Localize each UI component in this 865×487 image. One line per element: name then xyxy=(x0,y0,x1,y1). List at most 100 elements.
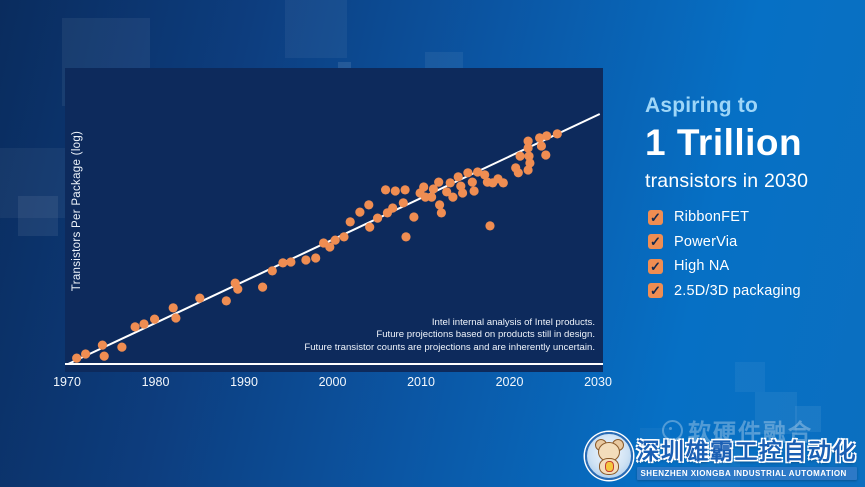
x-tick-label: 1990 xyxy=(230,375,258,389)
data-point xyxy=(409,212,419,222)
technology-checklist: ✓ RibbonFET ✓ PowerVia ✓ High NA ✓ 2.5D/… xyxy=(648,209,801,307)
data-point xyxy=(473,167,483,177)
data-point xyxy=(434,177,444,187)
data-point xyxy=(542,131,552,141)
checklist-item-label: High NA xyxy=(674,258,730,274)
data-point xyxy=(311,253,321,263)
data-point xyxy=(427,192,437,202)
data-point xyxy=(390,186,400,196)
data-point xyxy=(523,165,533,175)
data-point xyxy=(330,235,340,245)
data-point xyxy=(364,200,374,210)
scatter-plot xyxy=(65,113,603,366)
ghost-watermark: 软硬件融合 xyxy=(662,413,813,447)
headline-block: Aspiring to 1 Trillion transistors in 20… xyxy=(645,94,857,193)
checkbox-checked-icon: ✓ xyxy=(648,258,663,274)
x-tick-label: 2000 xyxy=(318,375,347,389)
data-point xyxy=(258,282,268,292)
x-axis-ticks: 1970 1980 1990 2000 2010 2020 2030 xyxy=(53,375,612,391)
data-point xyxy=(221,296,231,306)
data-point xyxy=(339,232,349,242)
headline-eyebrow: Aspiring to xyxy=(645,94,759,117)
data-point xyxy=(117,342,127,352)
data-point xyxy=(442,187,452,197)
ghost-badge-icon xyxy=(662,419,683,441)
data-point xyxy=(435,200,445,210)
data-point xyxy=(458,188,468,198)
data-point xyxy=(381,185,391,195)
company-name-zh: 深圳雄霸工控自动化 xyxy=(636,437,857,464)
data-point xyxy=(535,133,545,143)
headline-subtitle: transistors in 2030 xyxy=(645,170,809,192)
data-point xyxy=(469,186,479,196)
data-point xyxy=(168,303,178,313)
footnote-line: Intel internal analysis of Intel product… xyxy=(431,317,595,328)
data-point xyxy=(286,257,296,267)
checkbox-checked-icon: ✓ xyxy=(648,209,663,225)
data-point xyxy=(541,150,551,160)
checklist-item-label: 2.5D/3D packaging xyxy=(674,282,801,299)
data-point xyxy=(325,242,335,252)
data-point xyxy=(195,293,205,303)
data-point xyxy=(278,258,288,268)
checklist-item-ribbonfet: ✓ RibbonFET xyxy=(648,209,801,225)
data-point xyxy=(523,143,533,153)
data-point xyxy=(301,255,311,265)
chart-footnote: Intel internal analysis of Intel product… xyxy=(235,317,595,354)
data-point xyxy=(536,141,546,151)
data-point xyxy=(445,178,455,188)
data-point xyxy=(524,151,534,161)
data-point xyxy=(97,340,107,350)
ghost-watermark-text: 软硬件融合 xyxy=(688,419,813,445)
data-point xyxy=(355,207,365,217)
checklist-item-label: RibbonFET xyxy=(674,209,750,225)
data-point xyxy=(267,266,277,276)
data-point xyxy=(398,198,408,208)
x-tick-label: 1980 xyxy=(141,375,170,389)
data-point xyxy=(72,353,82,363)
checklist-item-powervia: ✓ PowerVia xyxy=(648,234,801,250)
checkbox-checked-icon: ✓ xyxy=(648,234,663,249)
data-point xyxy=(130,322,140,332)
data-point xyxy=(373,213,383,223)
bear-logo-icon xyxy=(584,431,633,480)
y-axis-label: Transistors Per Package (log) xyxy=(71,130,83,292)
data-point xyxy=(453,172,463,182)
footnote-line: Future transistor counts are projections… xyxy=(304,341,595,353)
data-point xyxy=(150,314,160,324)
data-point xyxy=(345,217,355,227)
headline-title: 1 Trillion xyxy=(645,122,803,163)
data-point xyxy=(401,232,411,242)
x-tick-label: 2010 xyxy=(407,375,435,389)
data-point xyxy=(171,313,181,323)
data-point xyxy=(463,168,473,178)
company-watermark: 深圳雄霸工控自动化 SHENZHEN XIONGBA INDUSTRIAL AU… xyxy=(584,431,857,480)
company-name-block: 深圳雄霸工控自动化 SHENZHEN XIONGBA INDUSTRIAL AU… xyxy=(636,432,857,480)
checklist-item-packaging: ✓ 2.5D/3D packaging xyxy=(648,283,801,299)
data-point xyxy=(428,184,438,194)
checkbox-checked-icon: ✓ xyxy=(648,283,663,298)
data-point xyxy=(515,151,525,161)
x-tick-label: 2020 xyxy=(495,375,524,389)
data-point xyxy=(99,351,109,361)
data-point xyxy=(480,170,490,180)
data-point xyxy=(400,185,410,195)
data-point xyxy=(448,192,458,202)
data-point xyxy=(485,221,495,231)
data-point xyxy=(233,284,243,294)
data-point xyxy=(436,208,446,218)
data-point xyxy=(365,222,375,232)
data-point xyxy=(552,129,562,139)
data-point xyxy=(456,181,466,191)
data-point xyxy=(498,178,508,188)
x-tick-label: 1970 xyxy=(53,375,81,389)
data-point xyxy=(139,319,149,329)
data-point xyxy=(81,349,91,359)
data-point xyxy=(523,136,533,146)
data-point xyxy=(388,203,398,213)
data-point xyxy=(467,177,477,187)
checklist-item-highna: ✓ High NA xyxy=(648,258,801,274)
chart-panel: Transistors Per Package (log) Intel inte… xyxy=(65,68,603,372)
data-point xyxy=(525,158,535,168)
